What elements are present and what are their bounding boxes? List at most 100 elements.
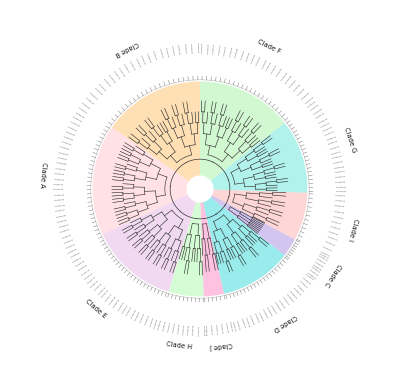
Text: AhPP2C125: AhPP2C125: [140, 313, 146, 323]
Text: AhPP2C052: AhPP2C052: [213, 43, 216, 54]
Text: AhPP2C169: AhPP2C169: [314, 261, 324, 268]
Text: AhPP2C065: AhPP2C065: [135, 57, 140, 68]
Wedge shape: [203, 197, 286, 295]
Text: AhPP2C014: AhPP2C014: [336, 186, 346, 187]
Text: AhPP2C152: AhPP2C152: [262, 309, 268, 319]
Text: AhPP2C041: AhPP2C041: [271, 64, 278, 74]
Wedge shape: [200, 202, 224, 297]
Wedge shape: [200, 81, 286, 181]
Text: AhPP2C171: AhPP2C171: [318, 256, 328, 262]
Text: AhPP2C071: AhPP2C071: [103, 79, 111, 88]
Text: AhPP2C002: AhPP2C002: [322, 246, 333, 252]
Text: AhPP2C076: AhPP2C076: [81, 102, 91, 110]
Text: AhPP2C095: AhPP2C095: [54, 199, 65, 201]
Text: AhPP2C024: AhPP2C024: [326, 136, 337, 141]
Text: AhPP2C042: AhPP2C042: [266, 61, 273, 71]
Text: AhPP2C020: AhPP2C020: [332, 156, 343, 159]
Text: AhPP2C018: AhPP2C018: [334, 166, 345, 169]
Text: AhPP2C126: AhPP2C126: [145, 314, 150, 325]
Text: AhPP2C009: AhPP2C009: [334, 211, 345, 213]
Text: AhPP2C106: AhPP2C106: [70, 252, 80, 258]
Text: AhPP2C070: AhPP2C070: [108, 74, 116, 84]
Text: AhPP2C029: AhPP2C029: [316, 113, 326, 119]
Text: Clade F: Clade F: [257, 39, 282, 55]
Text: AhPP2C055: AhPP2C055: [196, 42, 198, 53]
Text: Clade B: Clade B: [114, 40, 140, 57]
Text: AhPP2C033: AhPP2C033: [305, 96, 314, 104]
Text: AhPP2C154: AhPP2C154: [270, 304, 277, 314]
Text: AhPP2C105: AhPP2C105: [68, 248, 78, 254]
Text: Clade I: Clade I: [347, 218, 359, 242]
Text: AhPP2C057: AhPP2C057: [184, 43, 186, 54]
Text: AhPP2C078: AhPP2C078: [75, 112, 85, 118]
Text: AhPP2C058: AhPP2C058: [177, 44, 180, 55]
Text: AhPP2C050: AhPP2C050: [224, 45, 228, 56]
Text: AhPP2C022: AhPP2C022: [330, 146, 340, 150]
Text: AhPP2C051: AhPP2C051: [219, 44, 222, 55]
Text: AhPP2C080: AhPP2C080: [70, 121, 80, 127]
Text: AhPP2C064: AhPP2C064: [140, 54, 146, 65]
Text: AhPP2C012: AhPP2C012: [336, 194, 346, 196]
Text: AhPP2C021: AhPP2C021: [331, 150, 342, 155]
Text: AhPP2C141: AhPP2C141: [215, 324, 217, 335]
Text: AhPP2C056: AhPP2C056: [190, 43, 192, 54]
Text: AhPP2C059: AhPP2C059: [171, 45, 174, 56]
Text: AhPP2C044: AhPP2C044: [256, 56, 262, 66]
Text: AhPP2C010: AhPP2C010: [334, 205, 346, 208]
Text: AhPP2C046: AhPP2C046: [246, 51, 251, 62]
Text: AhPP2C172: AhPP2C172: [319, 253, 330, 259]
Text: AhPP2C128: AhPP2C128: [154, 318, 159, 328]
Text: AhPP2C087: AhPP2C087: [57, 157, 68, 160]
Text: AhPP2C008: AhPP2C008: [333, 216, 344, 219]
Text: AhPP2C015: AhPP2C015: [335, 181, 346, 183]
Text: AhPP2C045: AhPP2C045: [251, 53, 256, 64]
Text: AhPP2C158: AhPP2C158: [286, 293, 294, 303]
Text: AhPP2C028: AhPP2C028: [318, 117, 328, 124]
Text: AhPP2C131: AhPP2C131: [168, 321, 171, 332]
Text: AhPP2C094: AhPP2C094: [54, 194, 64, 196]
Text: AhPP2C127: AhPP2C127: [149, 316, 154, 327]
Text: AhPP2C111: AhPP2C111: [84, 272, 94, 280]
Text: AhPP2C038: AhPP2C038: [285, 75, 293, 84]
Text: AhPP2C040: AhPP2C040: [276, 68, 283, 77]
Text: AhPP2C062: AhPP2C062: [152, 50, 157, 61]
Text: AhPP2C060: AhPP2C060: [165, 46, 168, 57]
Text: AhPP2C166: AhPP2C166: [309, 269, 318, 277]
Text: AhPP2C017: AhPP2C017: [334, 171, 346, 174]
Wedge shape: [211, 195, 296, 256]
Text: AhPP2C026: AhPP2C026: [322, 126, 333, 132]
Text: AhPP2C134: AhPP2C134: [183, 324, 185, 335]
Text: AhPP2C075: AhPP2C075: [85, 97, 94, 105]
Text: AhPP2C043: AhPP2C043: [262, 58, 268, 69]
Text: AhPP2C167: AhPP2C167: [311, 266, 320, 274]
Text: AhPP2C102: AhPP2C102: [62, 234, 72, 239]
Text: AhPP2C005: AhPP2C005: [328, 231, 339, 236]
Text: AhPP2C086: AhPP2C086: [58, 152, 69, 155]
Text: AhPP2C151: AhPP2C151: [258, 311, 264, 321]
Text: AhPP2C079: AhPP2C079: [72, 116, 82, 123]
Text: AhPP2C149: AhPP2C149: [250, 315, 255, 325]
Text: Clade E: Clade E: [85, 298, 108, 319]
Text: AhPP2C160: AhPP2C160: [293, 287, 301, 296]
Text: AhPP2C011: AhPP2C011: [335, 200, 346, 202]
Text: AhPP2C098: AhPP2C098: [56, 214, 67, 218]
Text: AhPP2C132: AhPP2C132: [172, 322, 176, 333]
Text: AhPP2C120: AhPP2C120: [118, 301, 125, 311]
Text: AhPP2C156: AhPP2C156: [278, 299, 286, 309]
Text: AhPP2C013: AhPP2C013: [336, 191, 346, 193]
Text: AhPP2C148: AhPP2C148: [245, 316, 250, 327]
Text: AhPP2C049: AhPP2C049: [230, 46, 233, 57]
Text: Clade C: Clade C: [323, 263, 342, 288]
Text: AhPP2C129: AhPP2C129: [158, 319, 162, 330]
Text: AhPP2C116: AhPP2C116: [102, 289, 110, 298]
Text: AhPP2C031: AhPP2C031: [310, 104, 320, 112]
Text: AhPP2C165: AhPP2C165: [307, 272, 316, 279]
Text: Clade D: Clade D: [272, 313, 298, 332]
Text: AhPP2C115: AhPP2C115: [98, 286, 106, 295]
Text: AhPP2C122: AhPP2C122: [126, 306, 133, 316]
Text: AhPP2C142: AhPP2C142: [220, 323, 222, 334]
Text: Clade A: Clade A: [38, 162, 46, 188]
Text: AhPP2C006: AhPP2C006: [330, 226, 341, 230]
Text: AhPP2C027: AhPP2C027: [320, 122, 331, 128]
Text: AhPP2C084: AhPP2C084: [61, 141, 72, 146]
